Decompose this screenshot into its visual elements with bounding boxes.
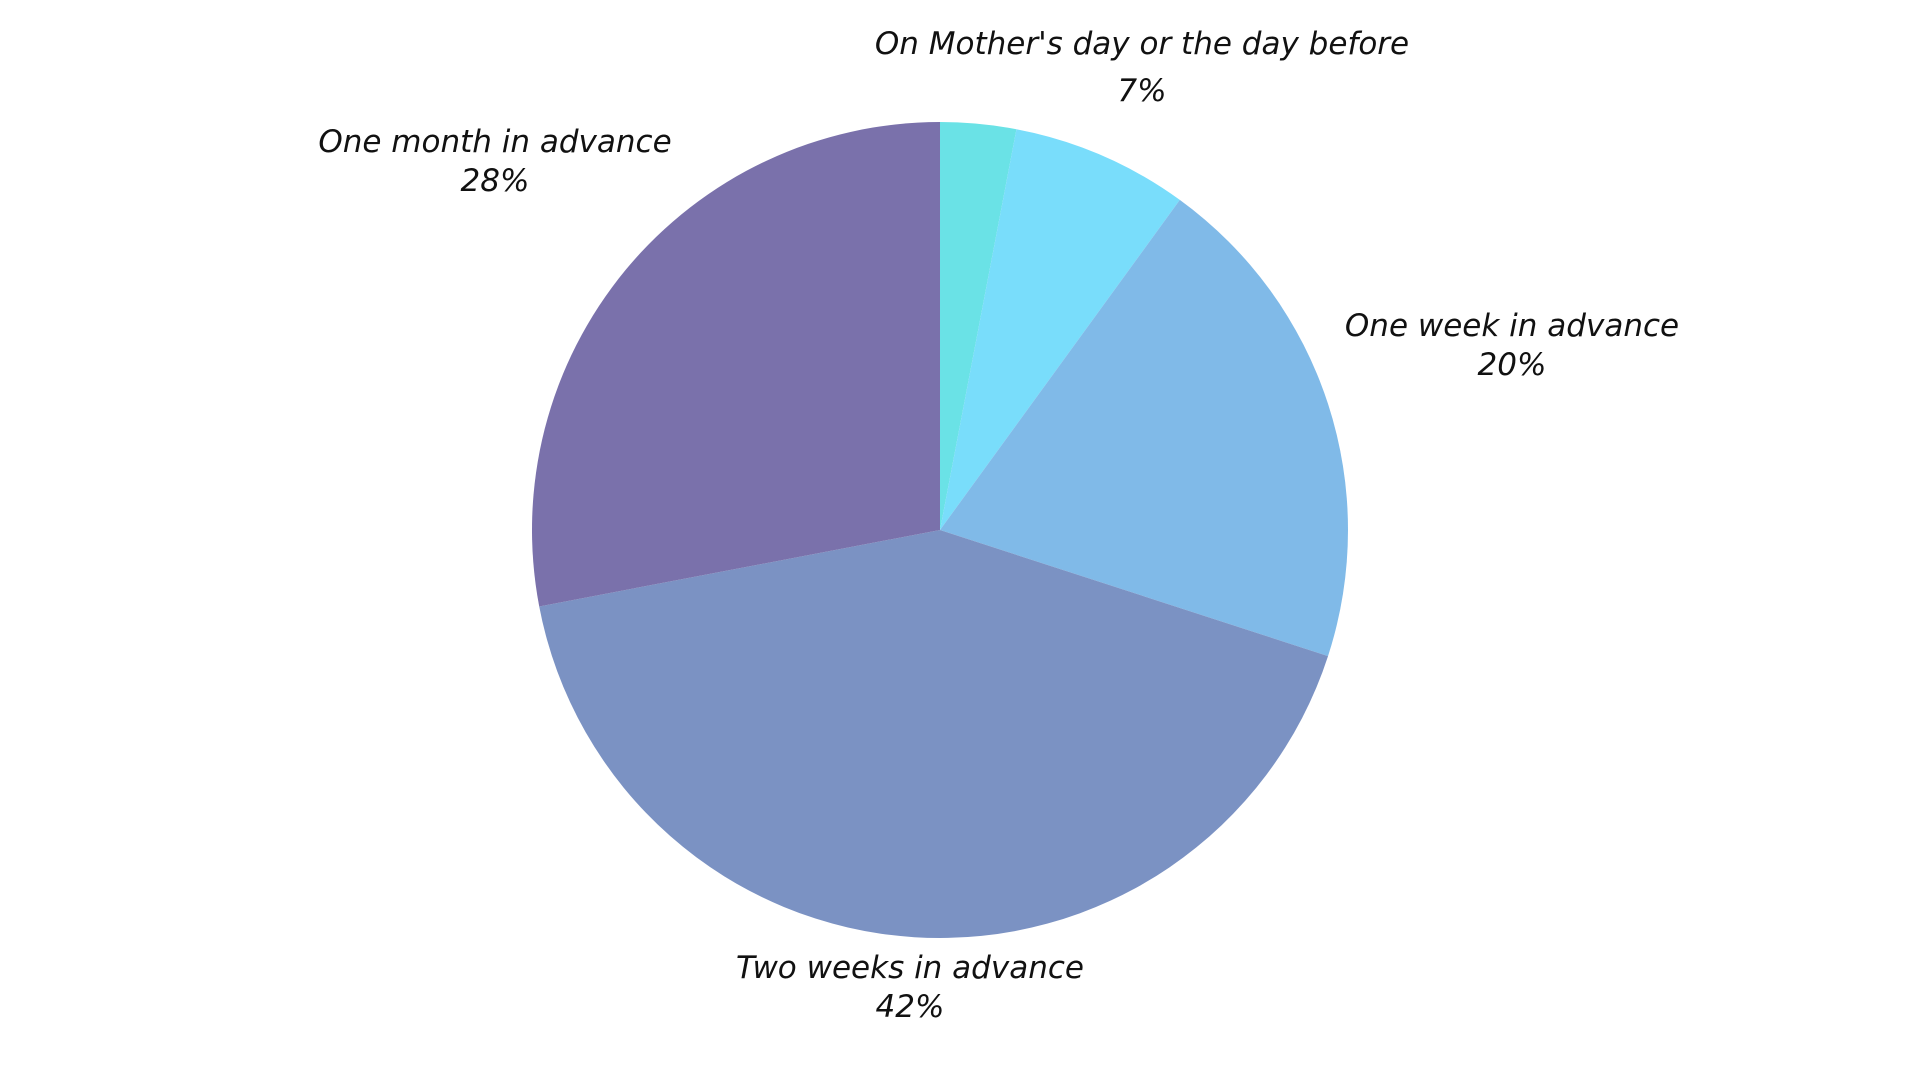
slice-label-two-weeks: Two weeks in advance: [736, 950, 1084, 986]
slice-mothers-day: [940, 129, 1180, 530]
slice-percent-one-week: 20%: [1478, 347, 1547, 383]
slice-percent-two-weeks: 42%: [876, 989, 945, 1025]
slice-label-mothers-day: On Mother's day or the day before: [875, 26, 1409, 62]
slice-label-one-month: One month in advance: [318, 124, 671, 160]
slice-percent-mothers-day: 7%: [1117, 73, 1166, 109]
pie-slices: [532, 122, 1349, 939]
slice-label-one-week: One week in advance: [1345, 308, 1679, 344]
slice-one-month: [532, 122, 940, 607]
slice-one-week: [940, 199, 1349, 657]
pie-labels: On Mother's day or the day before 7% One…: [318, 26, 1679, 1025]
slice-percent-one-month: 28%: [461, 163, 530, 199]
slice-extra: [940, 122, 1017, 530]
slice-two-weeks: [539, 530, 1329, 939]
